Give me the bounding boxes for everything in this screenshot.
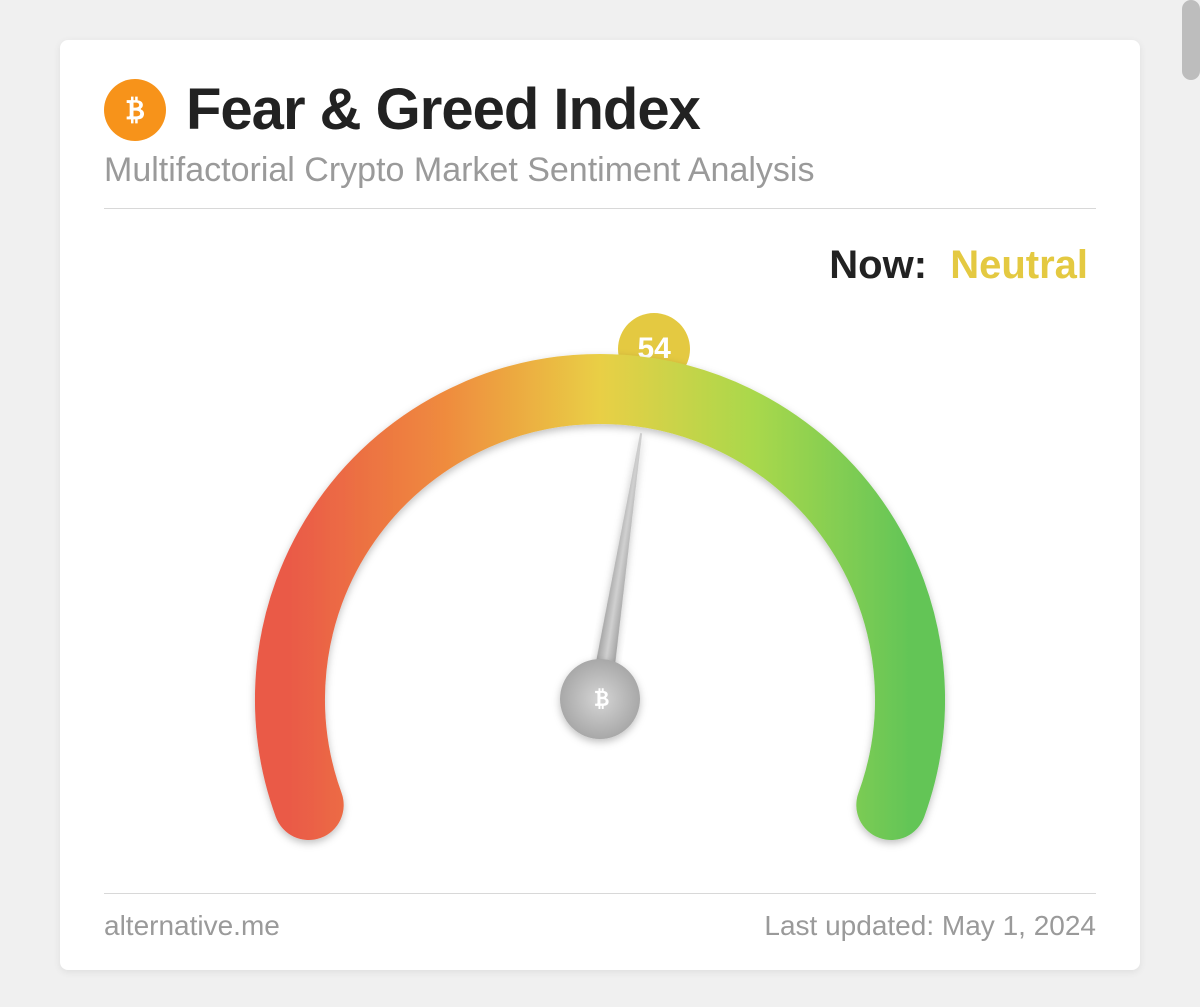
header-divider [104,208,1096,209]
now-prefix: Now: [829,243,927,287]
footer-source: alternative.me [104,910,280,942]
card-footer: alternative.me Last updated: May 1, 2024 [104,894,1096,942]
gauge-chart [190,339,1010,899]
card-header: Fear & Greed Index [104,76,1096,143]
bitcoin-icon [104,79,166,141]
card-subtitle: Multifactorial Crypto Market Sentiment A… [104,151,1096,190]
scrollbar-thumb[interactable] [1182,0,1200,80]
now-status-value: Neutral [950,243,1088,287]
fear-greed-card: Fear & Greed Index Multifactorial Crypto… [60,40,1140,970]
footer-updated: Last updated: May 1, 2024 [764,910,1096,942]
gauge-container: Now: Neutral 54 [104,239,1096,855]
status-label: Now: Neutral [829,243,1088,288]
card-title: Fear & Greed Index [186,76,700,143]
